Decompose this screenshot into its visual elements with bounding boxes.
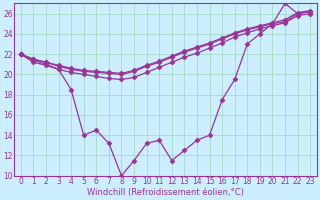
X-axis label: Windchill (Refroidissement éolien,°C): Windchill (Refroidissement éolien,°C)	[87, 188, 244, 197]
